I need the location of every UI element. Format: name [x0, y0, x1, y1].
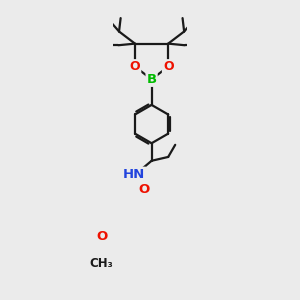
Text: O: O: [139, 183, 150, 196]
Text: O: O: [97, 230, 108, 243]
Text: CH₃: CH₃: [89, 256, 113, 269]
Text: B: B: [146, 73, 157, 86]
Text: HN: HN: [123, 168, 146, 181]
Text: O: O: [130, 60, 140, 73]
Text: O: O: [163, 60, 173, 73]
